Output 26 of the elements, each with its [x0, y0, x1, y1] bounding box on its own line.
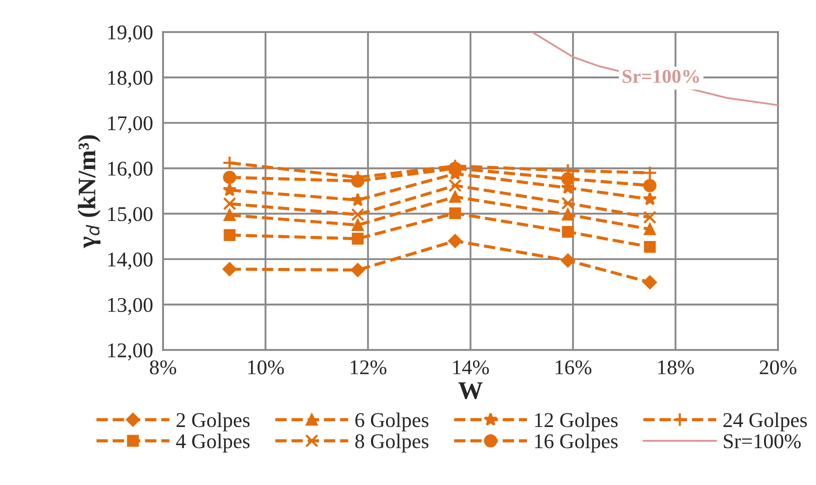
legend-label: 2 Golpes [176, 412, 250, 432]
x-tick-label: 18% [658, 360, 694, 374]
y-tick-label: 19,00 [108, 25, 152, 42]
y-tick-label: 14,00 [108, 252, 152, 270]
x-tick-label: 20% [760, 360, 796, 374]
legend-label: 12 Golpes [535, 412, 618, 432]
annotation: Sr=100% [622, 70, 699, 84]
legend-label: Sr=100% [724, 434, 801, 448]
x-tick-label: 12% [350, 360, 386, 374]
legend-label: 8 Golpes [355, 434, 428, 453]
legend-label: 6 Golpes [355, 412, 428, 432]
y-tick-label: 13,00 [108, 298, 152, 316]
x-tick-label: 16% [556, 360, 592, 374]
y-tick-label: 18,00 [108, 70, 152, 88]
legend-label: 16 Golpes [535, 434, 618, 453]
y-tick-label: 16,00 [108, 162, 152, 179]
y-axis-title: γ$_{d}$ (kN/m³) [78, 135, 101, 248]
legend-label: 4 Golpes [176, 434, 250, 453]
x-tick-label: 14% [453, 360, 489, 374]
x-tick-label: 10% [248, 360, 284, 374]
x-tick-label: 8% [150, 360, 176, 374]
y-tick-label: 12,00 [108, 343, 152, 360]
y-tick-label: 15,00 [108, 207, 152, 224]
legend-label: 24 Golpes [723, 412, 807, 432]
x-axis-title: W [458, 382, 483, 400]
y-tick-label: 17,00 [108, 116, 152, 134]
